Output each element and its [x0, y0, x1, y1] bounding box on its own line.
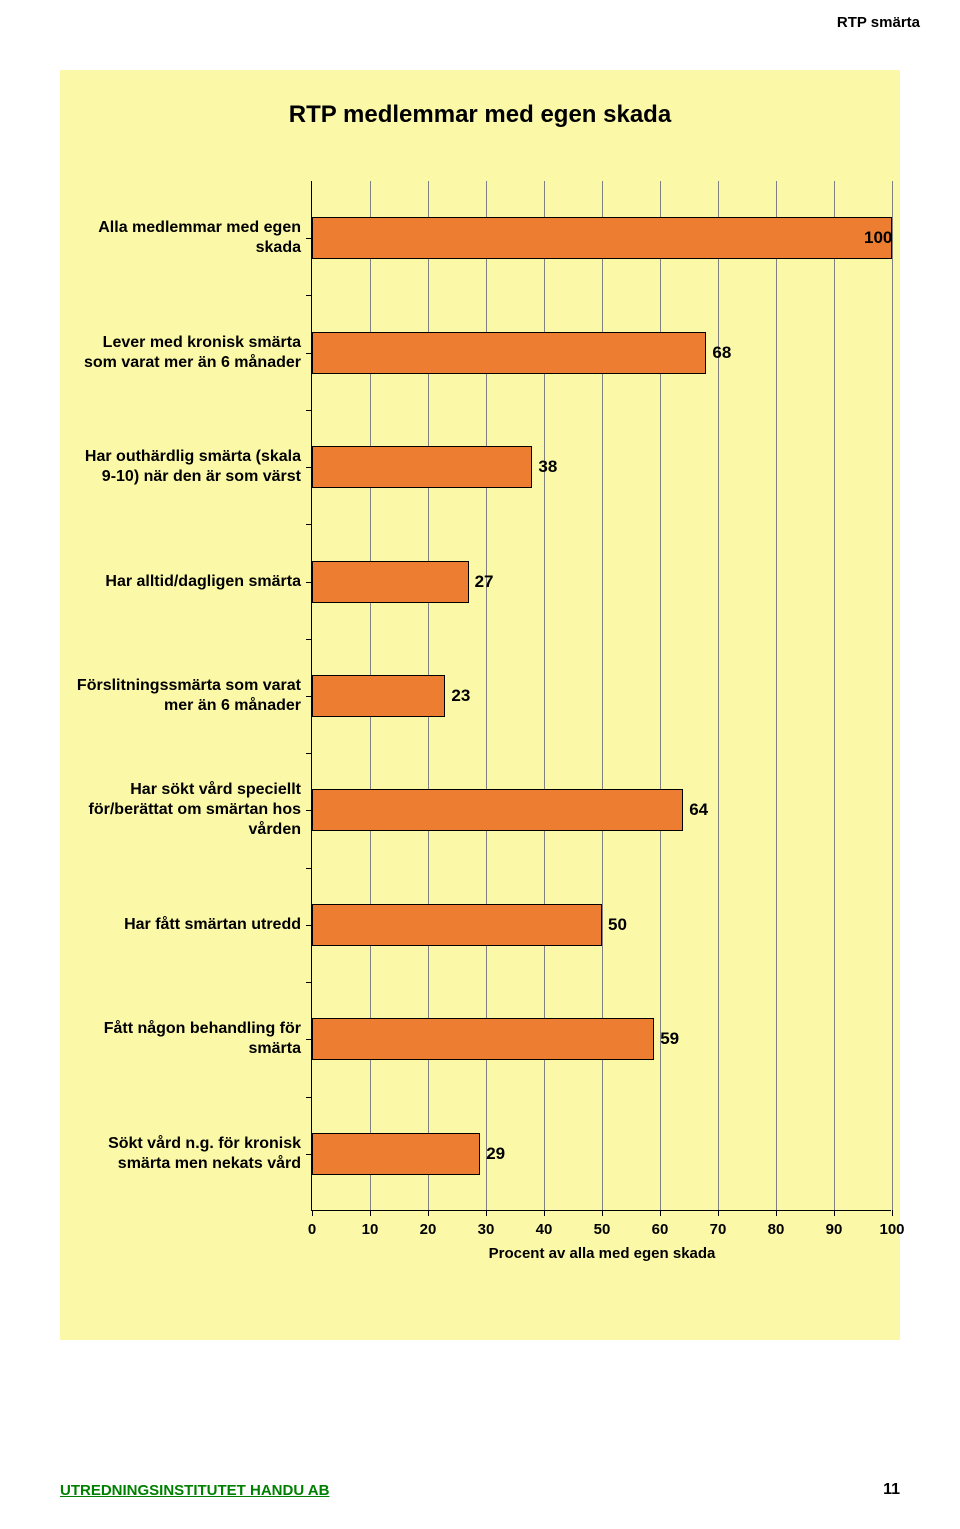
x-tick	[428, 1210, 429, 1216]
footer-page-number: 11	[883, 1481, 900, 1499]
bar	[312, 904, 602, 946]
x-tick-label: 100	[877, 1221, 907, 1238]
x-tick-label: 40	[529, 1221, 559, 1238]
x-tick	[892, 1210, 893, 1216]
page: RTP smärta RTP medlemmar med egen skada …	[0, 0, 960, 1529]
x-tick	[776, 1210, 777, 1216]
x-tick	[602, 1210, 603, 1216]
category-label: Fått någon behandling för smärta	[71, 982, 301, 1096]
x-tick	[834, 1210, 835, 1216]
bar	[312, 561, 469, 603]
category-label: Sökt vård n.g. för kronisk smärta men ne…	[71, 1097, 301, 1211]
x-tick	[312, 1210, 313, 1216]
y-label-column: Alla medlemmar med egen skadaLever med k…	[61, 181, 311, 1281]
bar-value: 29	[482, 1133, 505, 1175]
y-slot-tick	[306, 753, 312, 754]
bar	[312, 1133, 480, 1175]
bar	[312, 1018, 654, 1060]
x-axis-title: Procent av alla med egen skada	[312, 1245, 892, 1262]
chart-panel: RTP medlemmar med egen skada Alla medlem…	[60, 70, 900, 1340]
x-tick-label: 90	[819, 1221, 849, 1238]
chart-title: RTP medlemmar med egen skada	[61, 101, 899, 129]
bar	[312, 789, 683, 831]
y-slot-tick	[306, 295, 312, 296]
x-tick	[718, 1210, 719, 1216]
gridline	[892, 181, 893, 1211]
bar-value: 59	[656, 1018, 679, 1060]
x-tick-label: 10	[355, 1221, 385, 1238]
x-tick-label: 0	[297, 1221, 327, 1238]
plot-zone: Alla medlemmar med egen skadaLever med k…	[61, 181, 901, 1281]
bar	[312, 217, 892, 259]
bar-value: 38	[534, 446, 557, 488]
x-tick-label: 80	[761, 1221, 791, 1238]
category-label: Har outhärdlig smärta (skala 9-10) när d…	[71, 410, 301, 524]
bar-value: 23	[447, 675, 470, 717]
category-label: Förslitningssmärta som varat mer än 6 må…	[71, 639, 301, 753]
plot-area: 0102030405060708090100Procent av alla me…	[311, 181, 891, 1211]
y-slot-tick	[306, 982, 312, 983]
y-slot-tick	[306, 1097, 312, 1098]
x-tick-label: 20	[413, 1221, 443, 1238]
bar	[312, 332, 706, 374]
y-slot-tick	[306, 868, 312, 869]
x-tick	[370, 1210, 371, 1216]
x-tick-label: 50	[587, 1221, 617, 1238]
x-tick	[486, 1210, 487, 1216]
x-tick-label: 60	[645, 1221, 675, 1238]
footer-org: UTREDNINGSINSTITUTET HANDU AB	[60, 1482, 329, 1499]
bar-value: 64	[685, 789, 708, 831]
y-slot-tick	[306, 639, 312, 640]
category-label: Har alltid/dagligen smärta	[71, 524, 301, 638]
category-label: Alla medlemmar med egen skada	[71, 181, 301, 295]
y-slot-tick	[306, 410, 312, 411]
bar-value: 68	[708, 332, 731, 374]
category-label: Har sökt vård speciellt för/berättat om …	[71, 753, 301, 867]
gridline	[776, 181, 777, 1211]
doc-header-label: RTP smärta	[837, 14, 920, 31]
bar-value: 100	[860, 217, 892, 259]
x-tick-label: 30	[471, 1221, 501, 1238]
category-label: Lever med kronisk smärta som varat mer ä…	[71, 295, 301, 409]
x-tick	[660, 1210, 661, 1216]
x-tick-label: 70	[703, 1221, 733, 1238]
category-label: Har fått smärtan utredd	[71, 868, 301, 982]
bar	[312, 675, 445, 717]
y-slot-tick	[306, 524, 312, 525]
bar-value: 50	[604, 904, 627, 946]
x-tick	[544, 1210, 545, 1216]
bar-value: 27	[471, 561, 494, 603]
bar	[312, 446, 532, 488]
gridline	[834, 181, 835, 1211]
